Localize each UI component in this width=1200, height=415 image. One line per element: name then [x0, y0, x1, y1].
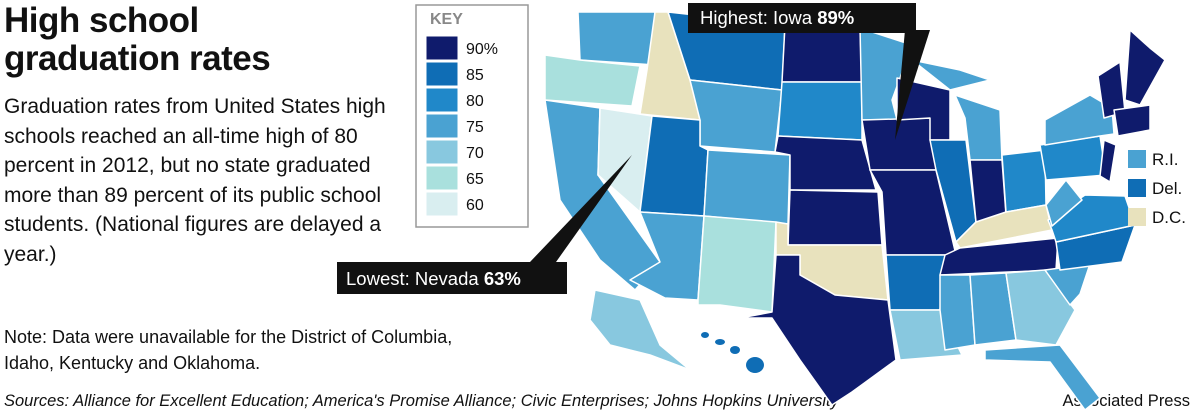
- lowest-annotation: Lowest: Nevada 63%: [346, 268, 521, 289]
- key-swatch: [425, 165, 459, 191]
- small-key-swatch: [1128, 179, 1146, 197]
- highest-value: 89%: [817, 7, 854, 28]
- key-title: KEY: [430, 11, 463, 28]
- key-swatch: [425, 191, 459, 217]
- key-swatch: [425, 61, 459, 87]
- key-label: 85: [466, 67, 484, 84]
- key-swatch: [425, 113, 459, 139]
- key-label: 75: [466, 119, 484, 136]
- title: High school graduation rates: [4, 1, 271, 78]
- callouts: Highest: Iowa 89% Lowest: Nevada 63%: [337, 3, 930, 294]
- key: KEY 90% 85 80 75 70 65 60 R.I. Del. D.C.: [415, 4, 1186, 228]
- us-map: [544, 11, 1166, 411]
- description: Graduation rates from United States high…: [4, 95, 386, 266]
- small-key-label: R.I.: [1152, 150, 1178, 169]
- callout-pointer: [895, 30, 930, 140]
- callout-box: [337, 262, 567, 294]
- key-label: 60: [466, 197, 484, 214]
- small-key-swatch: [1128, 208, 1146, 226]
- key-swatch: [425, 87, 459, 113]
- sources: Sources: Alliance for Excellent Educatio…: [4, 392, 839, 410]
- small-key-label: Del.: [1152, 179, 1182, 198]
- key-label: 70: [466, 145, 484, 162]
- highest-annotation: Highest: Iowa 89%: [700, 7, 854, 28]
- key-label: 90%: [466, 41, 498, 58]
- key-swatch: [425, 139, 459, 165]
- highest-label: Highest: Iowa: [700, 7, 813, 28]
- small-key-swatch: [1128, 150, 1146, 168]
- lowest-value: 63%: [484, 268, 521, 289]
- key-label: 65: [466, 171, 484, 188]
- small-key-label: D.C.: [1152, 208, 1186, 227]
- callout-pointer: [530, 155, 632, 262]
- callout-box: [688, 3, 916, 33]
- note: Note: Data were unavailable for the Dist…: [4, 327, 453, 373]
- key-label: 80: [466, 93, 484, 110]
- lowest-label: Lowest: Nevada: [346, 268, 479, 289]
- key-swatch: [425, 35, 459, 61]
